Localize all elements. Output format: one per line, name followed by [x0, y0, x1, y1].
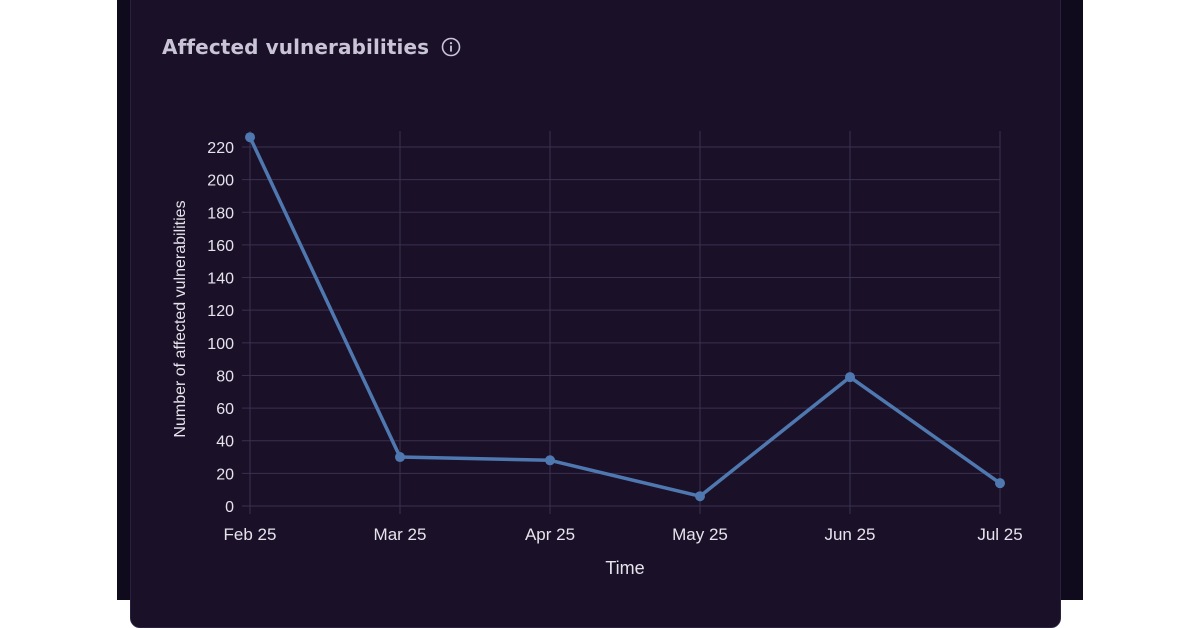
- chart-card: [130, 0, 1061, 628]
- line-chart: 0 20 40 60 80 100 120 140 160 180 200 220 Feb 25 Mar…: [172, 131, 1023, 578]
- y-tick-label: 200: [207, 173, 234, 190]
- x-tick-label: Mar 25: [374, 525, 427, 544]
- y-tick-label: 100: [207, 336, 234, 353]
- data-point[interactable]: [245, 132, 255, 143]
- y-tick-label: 160: [207, 238, 234, 255]
- data-point[interactable]: [545, 455, 555, 466]
- series: [245, 132, 1005, 502]
- x-tick-label: Feb 25: [224, 525, 277, 544]
- data-point[interactable]: [995, 478, 1005, 489]
- y-axis-label: Number of affected vulnerabilities: [172, 200, 189, 437]
- y-tick-label: 220: [207, 140, 234, 157]
- data-point[interactable]: [695, 491, 705, 502]
- card-header: Affected vulnerabilities: [162, 32, 461, 62]
- series-line: [248, 135, 1002, 498]
- y-tick-label: 180: [207, 205, 234, 222]
- info-icon[interactable]: [441, 37, 461, 57]
- x-tick-label: Jun 25: [824, 525, 875, 544]
- y-tick-label: 0: [225, 499, 234, 516]
- y-axis-ticks: 0 20 40 60 80 100 120 140 160 180 200 220: [207, 140, 234, 516]
- y-tick-label: 20: [216, 466, 234, 483]
- y-tick-label: 120: [207, 303, 234, 320]
- y-tick-label: 40: [216, 434, 234, 451]
- x-tick-label: May 25: [672, 525, 728, 544]
- y-tick-label: 140: [207, 271, 234, 288]
- x-tick-label: Jul 25: [977, 525, 1022, 544]
- x-axis-ticks: Feb 25 Mar 25 Apr 25 May 25 Jun 25 Jul 25: [224, 525, 1023, 544]
- data-point[interactable]: [845, 372, 855, 383]
- y-tick-label: 60: [216, 401, 234, 418]
- x-axis-label: Time: [605, 558, 644, 578]
- grid: [242, 131, 1001, 514]
- y-tick-label: 80: [216, 368, 234, 385]
- card-title: Affected vulnerabilities: [162, 35, 430, 59]
- data-point[interactable]: [395, 452, 405, 463]
- x-tick-label: Apr 25: [525, 525, 575, 544]
